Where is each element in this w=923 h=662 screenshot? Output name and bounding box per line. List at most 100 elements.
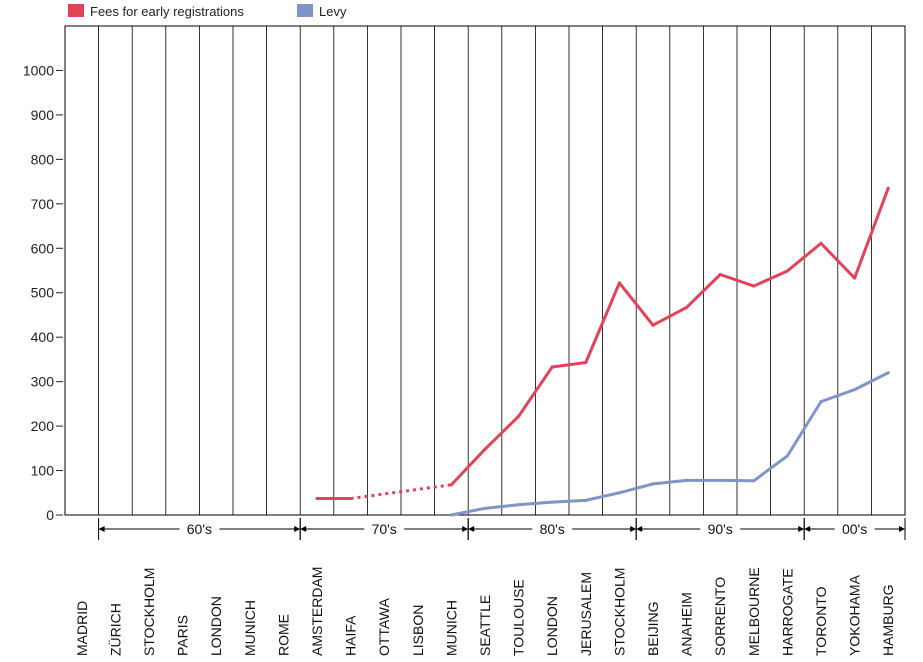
series-1-point [584, 498, 588, 502]
x-category-label: HAMBURG [880, 584, 896, 656]
series-1-point [449, 513, 453, 517]
x-category-label: ROME [275, 614, 291, 656]
x-category-label: OTTAWA [376, 598, 392, 656]
series-1-segment [550, 498, 588, 504]
series-0-point [483, 447, 487, 451]
x-category-label: LONDON [208, 596, 224, 656]
series-0-point [315, 497, 319, 501]
grid [64, 25, 906, 516]
series-1-point [685, 478, 689, 482]
decade-label: 90's [708, 521, 733, 537]
y-tick-label: 500 [31, 285, 55, 301]
series-0-point [718, 273, 722, 277]
x-category-label: SEATTLE [477, 595, 493, 656]
decade-ranges: 60's 70's 80's 90's 00's [98, 518, 906, 540]
x-category-label: ZÜRICH [106, 603, 123, 656]
decade-arrowhead [98, 526, 105, 532]
decade-arrowhead [300, 526, 307, 532]
series-1-segment [752, 454, 789, 483]
series-1-segment [853, 371, 890, 392]
x-category-label: TOULOUSE [511, 579, 527, 656]
series-1-segment [785, 400, 823, 458]
series-1-segment [584, 491, 621, 502]
decade-arrowhead [630, 526, 637, 532]
x-category-label: PARIS [175, 615, 191, 656]
y-axis: 0 100 200 300 400 500 600 700 800 900 1000 [23, 62, 63, 523]
series-1-point [819, 400, 823, 404]
legend-label-levy: Levy [319, 4, 347, 19]
legend-swatch-levy [297, 4, 313, 17]
series-0-segment [651, 305, 689, 327]
series-0-segment [350, 483, 452, 501]
x-category-label: MADRID [74, 601, 90, 656]
x-category-label: YOKOHAMA [847, 574, 863, 656]
series-0-segment [718, 273, 756, 288]
y-tick-label: 700 [31, 196, 55, 212]
decade-label: 70's [372, 521, 397, 537]
decade-label: 80's [540, 521, 565, 537]
y-tick-label: 800 [31, 151, 55, 167]
series-1-point [853, 388, 857, 392]
series-0-point [617, 281, 621, 285]
decade-arrowhead [899, 526, 905, 532]
y-tick-label: 0 [46, 507, 54, 523]
decade-arrowhead [462, 526, 469, 532]
series-0-point [886, 186, 890, 190]
x-category-label: STOCKHOLM [141, 568, 157, 656]
series-1-point [785, 454, 789, 458]
series-1-segment [517, 500, 554, 507]
x-category-label: JERUSALEM [578, 572, 594, 656]
series-1-point [617, 491, 621, 495]
series-0-point [651, 323, 655, 327]
plot-frame [64, 25, 906, 516]
decade-label: 00's [842, 521, 867, 537]
x-category-label: TORONTO [813, 586, 829, 656]
series-1-segment [651, 478, 689, 486]
y-tick-label: 600 [31, 240, 55, 256]
series-1-point [752, 479, 756, 483]
y-tick-label: 200 [31, 418, 55, 434]
series-0-segment [584, 281, 621, 365]
x-category-label: BEIJING [645, 602, 661, 656]
x-category-label: ANAHEIM [679, 592, 695, 656]
series-0-segment [819, 241, 857, 280]
series-0-segment [685, 273, 722, 309]
series-1-point [651, 482, 655, 486]
series-0-segment [517, 365, 554, 418]
decade-arrowhead [804, 526, 811, 532]
series-1-segment [483, 503, 521, 510]
series-0-segment [752, 269, 789, 288]
series-0-segment [483, 414, 521, 451]
y-tick-label: 100 [31, 463, 55, 479]
x-category-label: STOCKHOLM [611, 568, 627, 656]
series-0-segment [785, 241, 823, 273]
x-category-label: HARROGATE [779, 568, 795, 656]
series-1-point [886, 371, 890, 375]
x-category-label: MUNICH [242, 600, 258, 656]
series-0-segment [617, 281, 655, 327]
y-tick-label: 900 [31, 107, 55, 123]
series-0-point [517, 414, 521, 418]
series-0-point [584, 361, 588, 365]
series-1-point [718, 478, 722, 482]
series-0-point [819, 241, 823, 245]
series [315, 186, 890, 517]
x-category-label: LISBON [410, 605, 426, 656]
series-0-segment [449, 447, 487, 487]
series-0-point [685, 305, 689, 309]
series-0-point [349, 497, 353, 501]
series-1-point [550, 500, 554, 504]
legend-label-fees: Fees for early registrations [90, 4, 244, 19]
series-1-segment [819, 388, 857, 404]
x-category-label: LONDON [544, 596, 560, 656]
series-1-point [483, 506, 487, 510]
y-tick-label: 300 [31, 374, 55, 390]
x-axis: MADRID ZÜRICH STOCKHOLM PARIS LONDON MUNICH RO… [74, 567, 896, 656]
y-tick-label: 1000 [23, 62, 54, 78]
y-tick-label: 400 [31, 329, 55, 345]
series-0-point [752, 284, 756, 288]
series-1-point [517, 503, 521, 507]
decade-arrowhead [294, 526, 301, 532]
series-1-segment [449, 506, 487, 517]
legend: Fees for early registrations Levy [68, 4, 347, 19]
